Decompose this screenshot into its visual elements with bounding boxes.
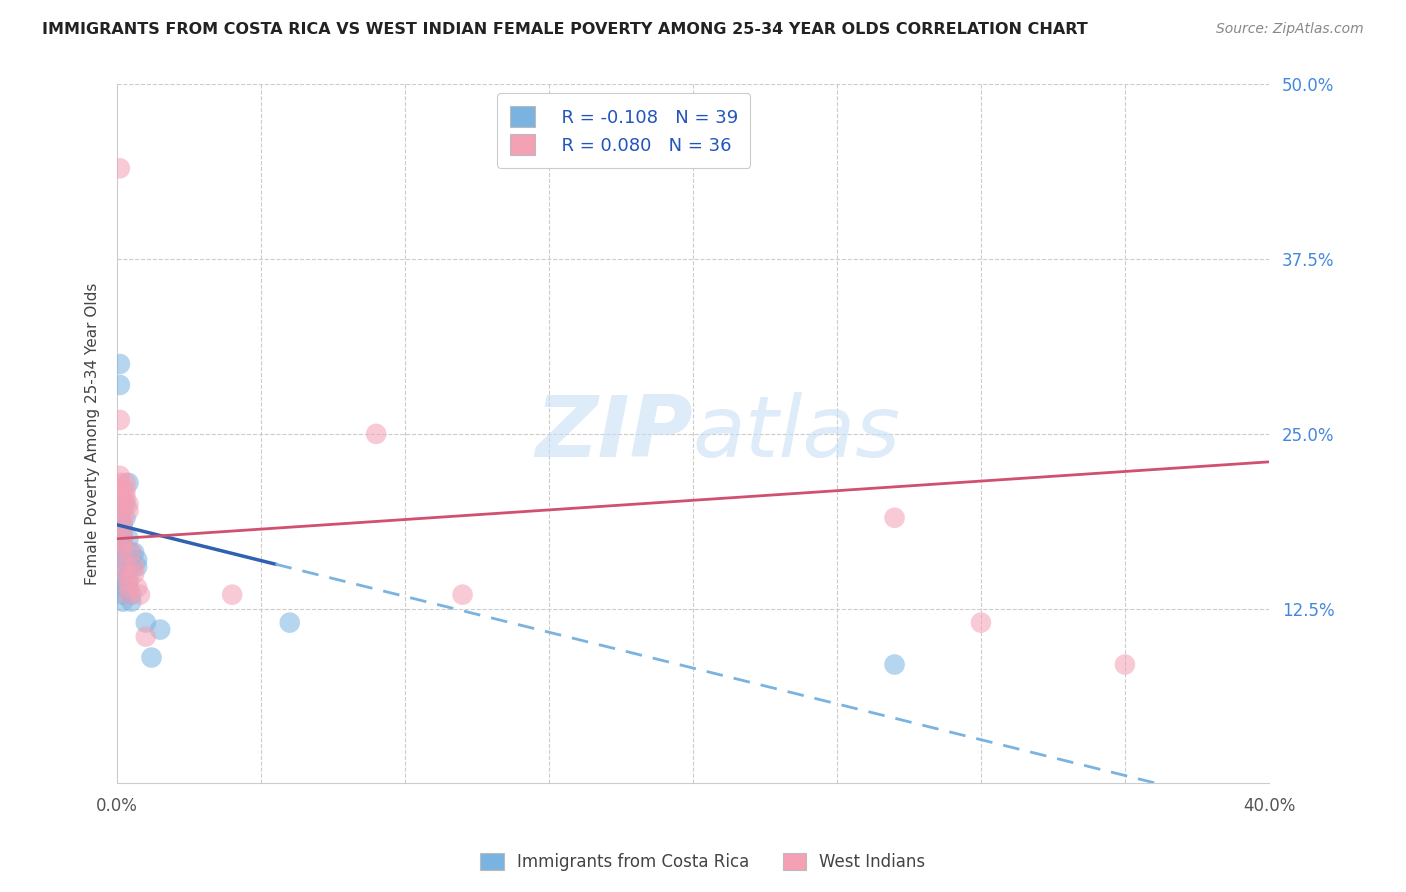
- Point: [111, 559, 134, 574]
- Point: [111, 490, 134, 504]
- Point: [114, 497, 136, 511]
- Point: [114, 510, 136, 524]
- Point: [111, 588, 134, 602]
- Point: [108, 483, 131, 497]
- Point: [117, 497, 139, 511]
- Legend:   R = -0.108   N = 39,   R = 0.080   N = 36: R = -0.108 N = 39, R = 0.080 N = 36: [498, 94, 751, 168]
- Point: [114, 559, 136, 574]
- Point: [117, 574, 139, 588]
- Point: [111, 517, 134, 532]
- Point: [120, 594, 142, 608]
- Point: [108, 357, 131, 371]
- Point: [114, 490, 136, 504]
- Point: [111, 539, 134, 553]
- Point: [221, 588, 243, 602]
- Point: [120, 546, 142, 560]
- Point: [111, 566, 134, 581]
- Point: [114, 566, 136, 581]
- Point: [111, 532, 134, 546]
- Point: [108, 517, 131, 532]
- Point: [117, 574, 139, 588]
- Legend: Immigrants from Costa Rica, West Indians: Immigrants from Costa Rica, West Indians: [472, 845, 934, 880]
- Point: [117, 475, 139, 490]
- Point: [108, 524, 131, 539]
- Point: [883, 510, 905, 524]
- Point: [122, 559, 145, 574]
- Point: [366, 426, 388, 441]
- Point: [111, 581, 134, 595]
- Point: [114, 566, 136, 581]
- Point: [278, 615, 301, 630]
- Point: [117, 504, 139, 518]
- Point: [970, 615, 993, 630]
- Point: [120, 546, 142, 560]
- Point: [129, 588, 152, 602]
- Point: [111, 552, 134, 566]
- Point: [117, 581, 139, 595]
- Text: atlas: atlas: [693, 392, 901, 475]
- Point: [111, 504, 134, 518]
- Point: [108, 475, 131, 490]
- Point: [111, 524, 134, 539]
- Point: [111, 546, 134, 560]
- Point: [149, 623, 172, 637]
- Point: [108, 378, 131, 392]
- Point: [111, 524, 134, 539]
- Point: [111, 594, 134, 608]
- Point: [111, 510, 134, 524]
- Point: [108, 510, 131, 524]
- Text: IMMIGRANTS FROM COSTA RICA VS WEST INDIAN FEMALE POVERTY AMONG 25-34 YEAR OLDS C: IMMIGRANTS FROM COSTA RICA VS WEST INDIA…: [42, 22, 1088, 37]
- Point: [117, 532, 139, 546]
- Point: [122, 566, 145, 581]
- Point: [135, 615, 157, 630]
- Point: [111, 532, 134, 546]
- Point: [127, 581, 149, 595]
- Point: [122, 546, 145, 560]
- Point: [111, 539, 134, 553]
- Point: [111, 546, 134, 560]
- Point: [114, 475, 136, 490]
- Point: [141, 650, 163, 665]
- Point: [127, 559, 149, 574]
- Point: [117, 588, 139, 602]
- Point: [120, 559, 142, 574]
- Point: [111, 497, 134, 511]
- Point: [127, 552, 149, 566]
- Point: [108, 532, 131, 546]
- Point: [108, 504, 131, 518]
- Text: ZIP: ZIP: [536, 392, 693, 475]
- Point: [117, 581, 139, 595]
- Point: [1114, 657, 1136, 672]
- Point: [108, 161, 131, 176]
- Point: [120, 588, 142, 602]
- Point: [108, 468, 131, 483]
- Point: [883, 657, 905, 672]
- Point: [114, 483, 136, 497]
- Point: [114, 581, 136, 595]
- Point: [108, 539, 131, 553]
- Y-axis label: Female Poverty Among 25-34 Year Olds: Female Poverty Among 25-34 Year Olds: [86, 283, 100, 585]
- Point: [451, 588, 474, 602]
- Text: Source: ZipAtlas.com: Source: ZipAtlas.com: [1216, 22, 1364, 37]
- Point: [111, 517, 134, 532]
- Point: [135, 630, 157, 644]
- Point: [108, 413, 131, 427]
